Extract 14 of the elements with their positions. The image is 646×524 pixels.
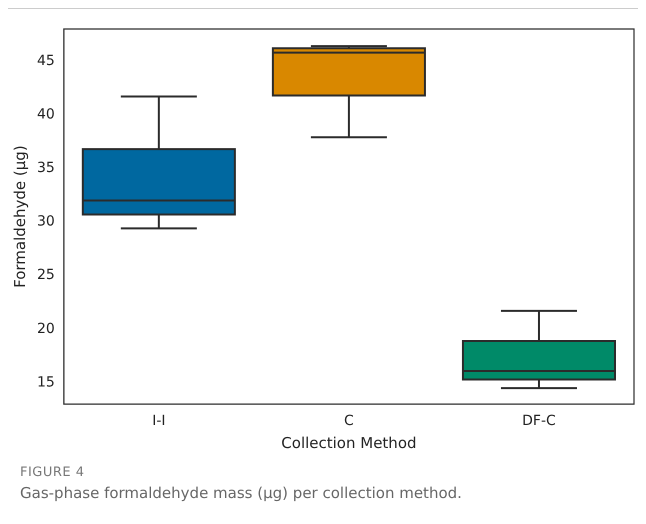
x-axis-title: Collection Method [281,434,417,452]
x-tick-label: I-I [152,413,166,430]
y-tick-label: 35 [36,160,55,176]
caption: FIGURE 4 [20,465,86,480]
y-axis-title: Formaldehyde (µg) [10,145,29,288]
x-tick-label: C [344,413,354,430]
y-tick-label: 30 [36,214,55,230]
y-tick-label: 45 [36,52,55,69]
y-tick-label: 40 [36,106,55,122]
text: Gas-phase formaldehyde mass (µg) per collection method. [20,484,463,502]
y-tick-label: 20 [36,320,55,337]
y-tick-label: 15 [36,374,55,390]
x-tick-label: DF-C [522,413,556,430]
y-tick-label: 25 [36,267,55,284]
